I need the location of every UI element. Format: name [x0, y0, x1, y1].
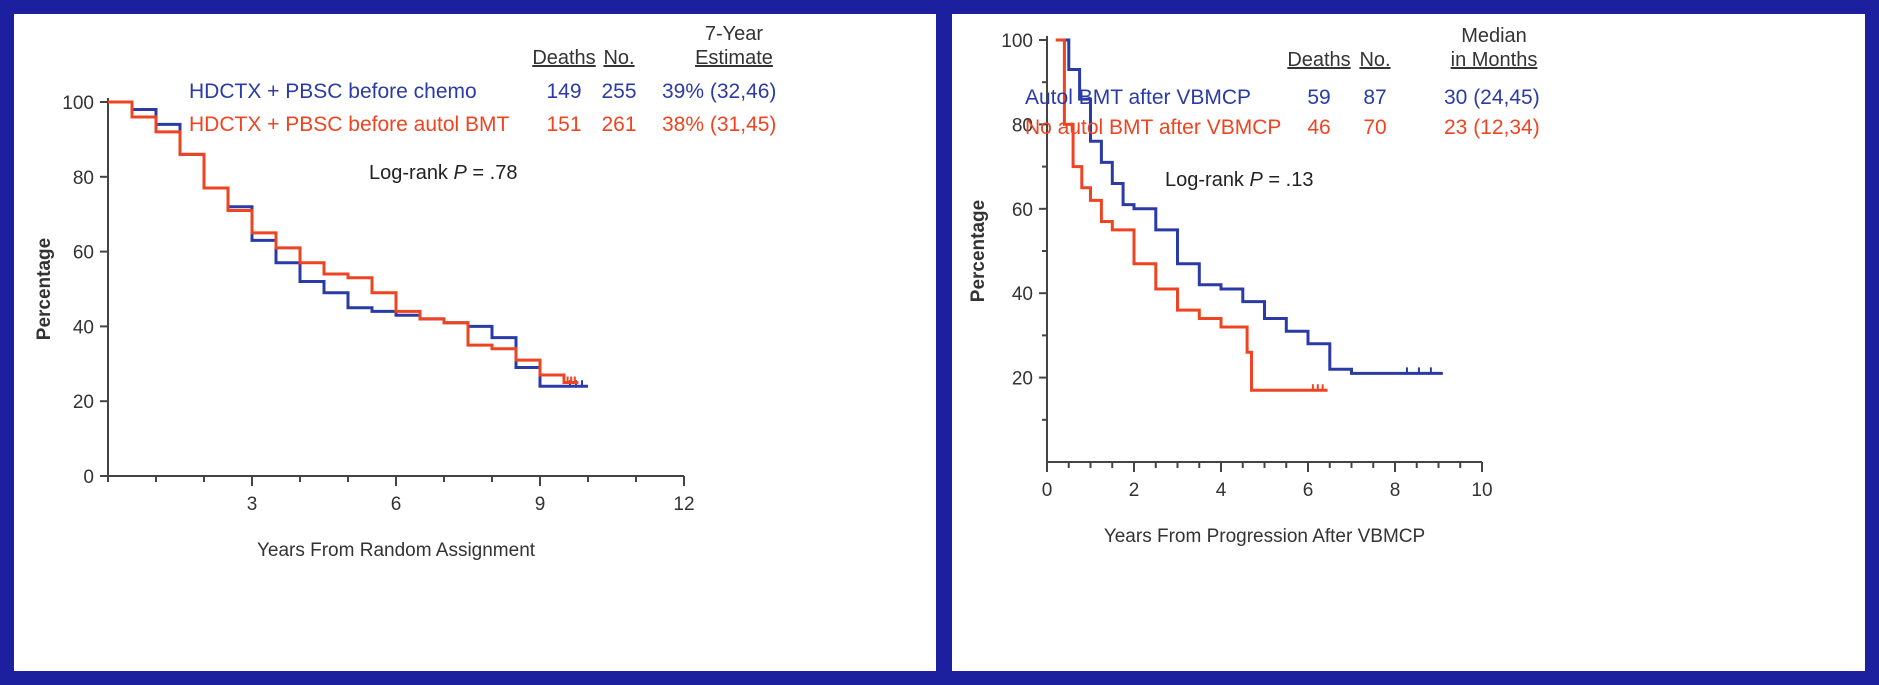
x-tick-label: 9: [535, 494, 546, 515]
logrank-annotation: Log-rank P = .78: [369, 162, 517, 184]
legend-estimate-1: 30 (24,45): [1444, 86, 1540, 109]
y-tick-label: 60: [73, 243, 94, 264]
logrank-p: P: [1250, 169, 1264, 191]
legend-no-1: 255: [601, 80, 636, 103]
legend-entry-1: Autol BMT after VBMCP: [1025, 86, 1251, 109]
x-tick-label: 10: [1471, 480, 1492, 501]
table-header-est-line1: 7-Year: [705, 23, 764, 45]
x-tick-label: 6: [1303, 480, 1314, 501]
legend-estimate-2: 38% (31,45): [662, 113, 776, 136]
y-tick-label: 0: [83, 467, 94, 488]
y-tick-label: 40: [1012, 284, 1033, 305]
x-tick-label: 8: [1390, 480, 1401, 501]
series-line-2: [1055, 38, 1328, 392]
x-tick-label: 2: [1129, 480, 1140, 501]
series-line-2: [108, 100, 579, 384]
legend-deaths-2: 151: [546, 113, 581, 136]
logrank-prefix: Log-rank: [369, 162, 454, 184]
table-header-est-line2: in Months: [1451, 49, 1538, 71]
left-km-chart: 0 20 40 60 80 100 3 6 9 12 Years From Random Assig…: [34, 23, 776, 561]
y-tick-label: 20: [1012, 369, 1033, 390]
series-line-1: [1057, 38, 1443, 375]
table-header-deaths: Deaths: [532, 47, 595, 69]
legend-deaths-2: 46: [1307, 116, 1330, 139]
y-tick-label: 80: [1012, 115, 1033, 136]
x-tick-label: 4: [1216, 480, 1227, 501]
logrank-annotation: Log-rank P = .13: [1165, 169, 1313, 191]
left-chart-panel: 0 20 40 60 80 100 3 6 9 12 Years From Random Assig…: [14, 14, 936, 671]
logrank-value: = .13: [1263, 169, 1314, 191]
x-axis-label: Years From Random Assignment: [257, 540, 536, 561]
table-header-no: No.: [603, 47, 634, 69]
y-tick-label: 100: [62, 93, 94, 114]
x-tick-label: 3: [247, 494, 258, 515]
legend-estimate-1: 39% (32,46): [662, 80, 776, 103]
legend-deaths-1: 59: [1307, 86, 1330, 109]
legend-no-1: 87: [1363, 86, 1386, 109]
legend-no-2: 70: [1363, 116, 1386, 139]
logrank-p: P: [454, 162, 468, 184]
legend-entry-1: HDCTX + PBSC before chemo: [189, 80, 477, 103]
legend-entry-2: No autol BMT after VBMCP: [1025, 116, 1281, 139]
table-header-est-line2: Estimate: [695, 47, 773, 69]
x-tick-label: 12: [673, 494, 694, 515]
logrank-prefix: Log-rank: [1165, 169, 1250, 191]
y-tick-label: 100: [1001, 31, 1033, 52]
legend-no-2: 261: [601, 113, 636, 136]
table-header-deaths: Deaths: [1287, 49, 1350, 71]
table-header-no: No.: [1359, 49, 1390, 71]
legend-estimate-2: 23 (12,34): [1444, 116, 1540, 139]
x-tick-label: 0: [1042, 480, 1053, 501]
y-tick-label: 80: [73, 168, 94, 189]
table-header-est-line1: Median: [1461, 25, 1527, 47]
y-tick-label: 40: [73, 317, 94, 338]
logrank-value: = .78: [467, 162, 518, 184]
y-axis-label: Percentage: [34, 238, 55, 340]
x-axis-label: Years From Progression After VBMCP: [1104, 526, 1425, 547]
y-tick-label: 20: [73, 392, 94, 413]
right-chart-panel: 20 40 60 80 100 0 2 4 6 8 10 Years From Progression…: [952, 14, 1865, 671]
legend-entry-2: HDCTX + PBSC before autol BMT: [189, 113, 510, 136]
legend-deaths-1: 149: [546, 80, 581, 103]
y-tick-label: 60: [1012, 200, 1033, 221]
y-axis-label: Percentage: [968, 200, 989, 302]
x-tick-label: 6: [391, 494, 402, 515]
